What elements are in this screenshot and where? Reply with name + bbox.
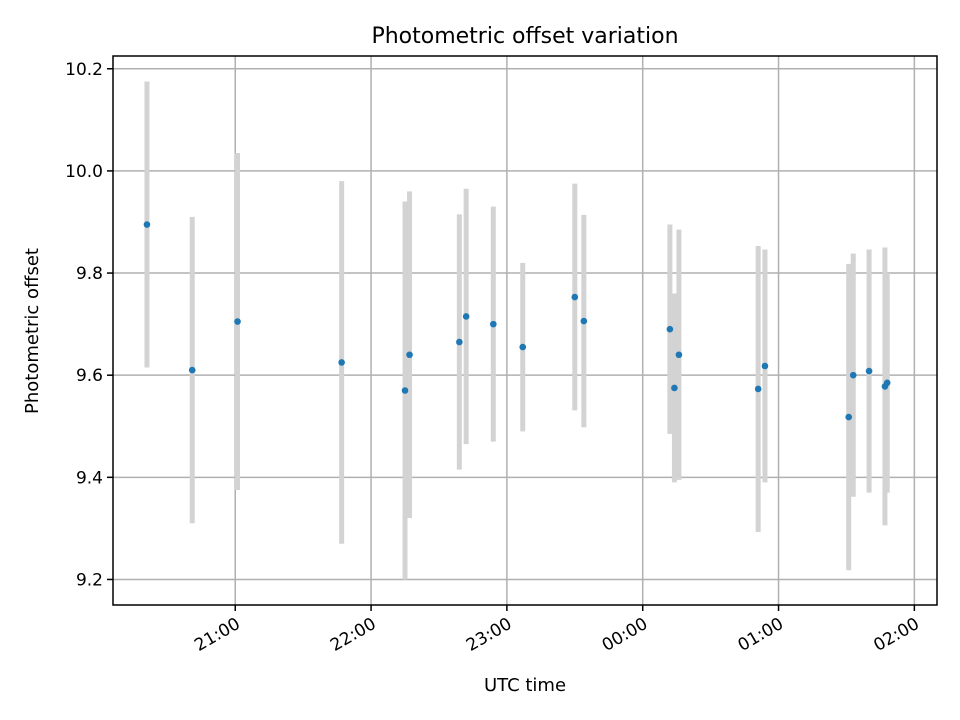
chart-title: Photometric offset variation xyxy=(371,24,678,49)
y-tick-label: 9.4 xyxy=(76,468,103,488)
x-axis-label: UTC time xyxy=(484,675,566,696)
data-point xyxy=(456,338,463,346)
data-point xyxy=(490,320,497,328)
data-point xyxy=(571,293,579,301)
y-tick-label: 10.0 xyxy=(65,162,103,182)
data-point xyxy=(675,351,683,359)
y-tick-label: 9.8 xyxy=(76,264,103,284)
data-point xyxy=(406,351,413,359)
data-point xyxy=(519,343,527,351)
data-point xyxy=(671,384,678,392)
y-axis-label: Photometric offset xyxy=(22,248,43,414)
y-tick-label: 9.2 xyxy=(76,570,103,590)
data-point xyxy=(188,366,196,374)
data-point xyxy=(754,385,762,393)
data-point xyxy=(845,413,853,421)
data-point xyxy=(865,367,873,375)
y-tick-label: 9.6 xyxy=(76,366,103,386)
grid-lines xyxy=(113,56,937,605)
data-points xyxy=(143,221,891,421)
data-point xyxy=(338,359,345,366)
data-point xyxy=(401,387,409,394)
y-tick-label: 10.2 xyxy=(65,60,103,80)
data-point xyxy=(234,318,241,325)
data-point xyxy=(849,371,857,379)
data-point xyxy=(883,379,891,387)
data-point xyxy=(143,221,151,228)
data-point xyxy=(761,362,769,370)
data-point xyxy=(666,325,674,333)
data-point xyxy=(580,317,588,325)
plot-frame xyxy=(112,55,938,606)
data-point xyxy=(462,313,470,320)
